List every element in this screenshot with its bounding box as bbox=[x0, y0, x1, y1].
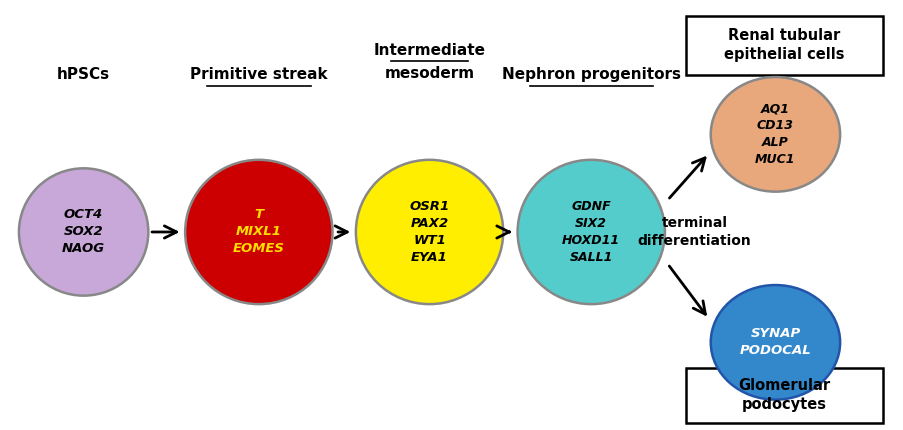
FancyBboxPatch shape bbox=[684, 368, 882, 423]
Text: AQ1
CD13
ALP
MUC1: AQ1 CD13 ALP MUC1 bbox=[754, 102, 795, 166]
Ellipse shape bbox=[356, 160, 503, 304]
Text: terminal
differentiation: terminal differentiation bbox=[637, 216, 750, 248]
Ellipse shape bbox=[19, 168, 148, 296]
Ellipse shape bbox=[710, 285, 839, 399]
Text: Intermediate: Intermediate bbox=[373, 43, 485, 58]
Text: hPSCs: hPSCs bbox=[57, 68, 110, 83]
Text: T
MIXL1
EOMES: T MIXL1 EOMES bbox=[233, 209, 284, 255]
Text: Nephron progenitors: Nephron progenitors bbox=[501, 68, 680, 83]
Text: GDNF
SIX2
HOXD11
SALL1: GDNF SIX2 HOXD11 SALL1 bbox=[562, 200, 619, 264]
FancyBboxPatch shape bbox=[684, 15, 882, 75]
Ellipse shape bbox=[710, 77, 839, 192]
Text: OCT4
SOX2
NAOG: OCT4 SOX2 NAOG bbox=[62, 209, 105, 255]
Text: SYNAP
PODOCAL: SYNAP PODOCAL bbox=[739, 327, 810, 357]
Ellipse shape bbox=[185, 160, 332, 304]
Text: Primitive streak: Primitive streak bbox=[190, 68, 327, 83]
Text: Glomerular
podocytes: Glomerular podocytes bbox=[738, 378, 830, 412]
Text: OSR1
PAX2
WT1
EYA1: OSR1 PAX2 WT1 EYA1 bbox=[409, 200, 449, 264]
Text: mesoderm: mesoderm bbox=[384, 66, 474, 81]
Ellipse shape bbox=[517, 160, 665, 304]
Text: Renal tubular
epithelial cells: Renal tubular epithelial cells bbox=[723, 28, 843, 62]
